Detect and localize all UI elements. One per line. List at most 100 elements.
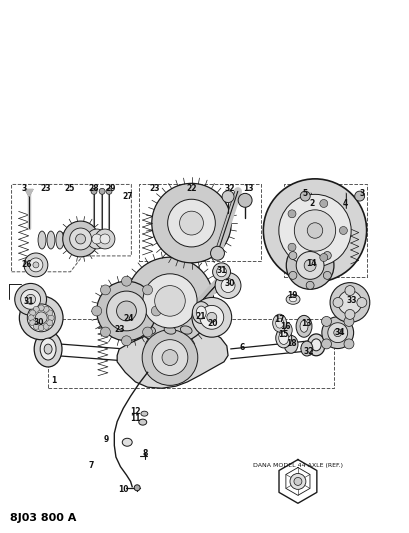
Text: 13: 13 — [301, 319, 311, 328]
Circle shape — [38, 305, 44, 311]
Circle shape — [63, 221, 99, 257]
Circle shape — [70, 228, 92, 250]
Text: 7: 7 — [88, 461, 93, 470]
Ellipse shape — [273, 314, 287, 332]
Ellipse shape — [34, 331, 62, 367]
Circle shape — [29, 320, 36, 326]
Circle shape — [48, 315, 54, 321]
Text: 23: 23 — [41, 184, 51, 192]
Text: 19: 19 — [288, 290, 298, 300]
Ellipse shape — [144, 326, 155, 334]
Text: 3: 3 — [360, 189, 365, 198]
Ellipse shape — [276, 328, 292, 348]
Ellipse shape — [279, 332, 289, 344]
Ellipse shape — [301, 341, 313, 356]
Circle shape — [33, 306, 39, 312]
Circle shape — [324, 252, 331, 260]
Circle shape — [87, 229, 107, 249]
Circle shape — [334, 329, 342, 337]
Circle shape — [339, 227, 347, 235]
Ellipse shape — [311, 339, 321, 351]
Circle shape — [289, 252, 297, 260]
Circle shape — [344, 317, 354, 326]
Circle shape — [99, 188, 105, 195]
Ellipse shape — [141, 411, 148, 416]
Text: 26: 26 — [21, 260, 32, 269]
Text: DANA MODEL 44 AXLE (REF.): DANA MODEL 44 AXLE (REF.) — [253, 463, 343, 467]
Text: 8: 8 — [143, 449, 148, 458]
Text: 22: 22 — [186, 184, 197, 192]
Ellipse shape — [139, 419, 147, 425]
Circle shape — [24, 253, 48, 277]
Circle shape — [142, 330, 198, 385]
Circle shape — [100, 234, 110, 244]
Text: 21: 21 — [195, 312, 206, 321]
Circle shape — [107, 291, 146, 331]
Circle shape — [320, 199, 328, 207]
Circle shape — [222, 191, 234, 203]
Circle shape — [294, 478, 302, 486]
Circle shape — [357, 297, 367, 308]
Ellipse shape — [279, 322, 292, 338]
Circle shape — [321, 317, 331, 326]
Circle shape — [290, 473, 306, 489]
Ellipse shape — [276, 318, 283, 328]
Circle shape — [21, 289, 40, 309]
Circle shape — [345, 286, 355, 295]
Text: 9: 9 — [103, 434, 109, 443]
Circle shape — [152, 340, 188, 375]
Circle shape — [29, 310, 36, 316]
Circle shape — [330, 282, 370, 322]
Text: 34: 34 — [334, 328, 345, 337]
Circle shape — [296, 252, 324, 279]
Circle shape — [200, 305, 224, 329]
Circle shape — [338, 290, 362, 314]
Text: 28: 28 — [89, 184, 99, 192]
Text: 13: 13 — [243, 184, 254, 192]
Circle shape — [294, 210, 336, 251]
Circle shape — [322, 317, 354, 349]
Circle shape — [192, 297, 231, 337]
Ellipse shape — [296, 316, 312, 337]
Polygon shape — [117, 327, 228, 388]
Text: 30: 30 — [225, 279, 235, 288]
Circle shape — [134, 485, 140, 491]
Circle shape — [33, 324, 39, 329]
Circle shape — [286, 241, 334, 289]
Text: 20: 20 — [207, 319, 218, 328]
Circle shape — [288, 243, 296, 251]
Circle shape — [300, 191, 310, 201]
Ellipse shape — [300, 320, 308, 332]
Circle shape — [168, 199, 215, 247]
Circle shape — [121, 336, 131, 346]
Circle shape — [121, 276, 131, 286]
Circle shape — [27, 304, 55, 332]
Circle shape — [15, 284, 47, 315]
Ellipse shape — [122, 438, 132, 446]
Circle shape — [43, 324, 49, 329]
Ellipse shape — [56, 231, 64, 249]
Text: 32: 32 — [225, 184, 235, 192]
Circle shape — [328, 323, 348, 343]
Circle shape — [211, 246, 225, 260]
Circle shape — [151, 306, 161, 316]
Circle shape — [213, 263, 231, 281]
Circle shape — [345, 310, 355, 319]
Circle shape — [238, 193, 252, 207]
Ellipse shape — [196, 306, 206, 319]
Circle shape — [95, 229, 115, 249]
Text: 31: 31 — [217, 266, 227, 275]
Text: 29: 29 — [105, 184, 115, 192]
Circle shape — [320, 254, 328, 262]
Circle shape — [355, 191, 365, 201]
Circle shape — [143, 285, 153, 295]
Circle shape — [306, 241, 314, 249]
Circle shape — [289, 271, 297, 279]
Ellipse shape — [286, 294, 300, 304]
Circle shape — [143, 274, 197, 328]
Circle shape — [35, 312, 47, 324]
Circle shape — [19, 296, 63, 340]
Ellipse shape — [47, 231, 55, 249]
Text: 6: 6 — [239, 343, 245, 352]
Circle shape — [101, 327, 110, 337]
